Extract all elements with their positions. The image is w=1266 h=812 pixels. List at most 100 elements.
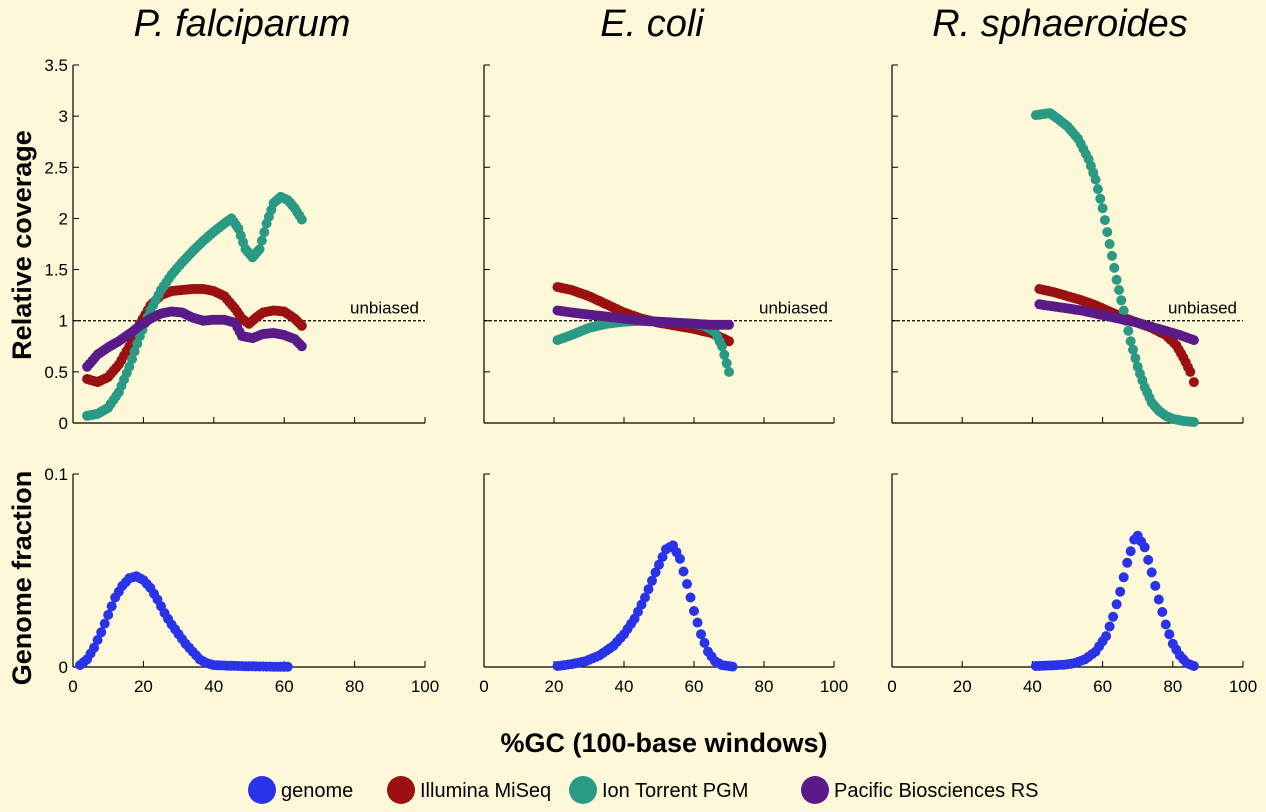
p-falciparum-genome-point bbox=[92, 635, 103, 645]
legend-label-genome: genome bbox=[281, 780, 353, 802]
unbiased-label-r-sphaeroides: unbiased bbox=[1168, 299, 1237, 318]
x-tick-label: 0 bbox=[887, 677, 896, 696]
r-sphaeroides-genome-point bbox=[1188, 661, 1199, 671]
x-tick-label: 0 bbox=[479, 677, 488, 696]
r-sphaeroides-ion_torrent-point bbox=[1118, 305, 1129, 316]
unbiased-label-p-falciparum: unbiased bbox=[350, 299, 419, 318]
e-coli-ion_torrent-point bbox=[717, 341, 727, 352]
legend-label-illumina: Illumina MiSeq bbox=[420, 780, 551, 802]
p-falciparum-ion_torrent-point bbox=[124, 361, 135, 372]
r-sphaeroides-genome-point bbox=[1160, 619, 1171, 630]
r-sphaeroides-ion_torrent-point bbox=[1092, 184, 1103, 195]
p-falciparum-genome-point bbox=[106, 601, 117, 612]
e-coli-genome-point bbox=[657, 552, 668, 562]
r-sphaeroides-genome-point bbox=[1157, 607, 1168, 617]
r-sphaeroides-ion_torrent-point bbox=[1111, 274, 1122, 285]
p-falciparum-ion_torrent-point bbox=[254, 244, 265, 255]
x-tick-label: 40 bbox=[204, 677, 223, 696]
legend-marker-ion-torrent bbox=[569, 776, 597, 804]
e-coli-illumina-point bbox=[724, 336, 734, 347]
coverage-y-tick-label: 1.5 bbox=[44, 261, 68, 280]
unbiased-label-e-coli: unbiased bbox=[759, 299, 828, 318]
x-tick-label: 0 bbox=[68, 677, 77, 696]
x-tick-label: 80 bbox=[755, 677, 774, 696]
coverage-y-tick-label: 3 bbox=[59, 107, 68, 126]
e-coli-genome-point bbox=[692, 617, 703, 628]
e-coli-pacbio-point bbox=[724, 319, 734, 330]
coverage-y-tick-label: 0.5 bbox=[44, 363, 68, 382]
x-tick-label: 100 bbox=[411, 677, 439, 696]
x-tick-label: 100 bbox=[1229, 677, 1257, 696]
e-coli-ion_torrent-point bbox=[719, 349, 730, 360]
legend-marker-genome bbox=[248, 776, 276, 804]
r-sphaeroides-ion_torrent-point bbox=[1114, 285, 1124, 295]
x-tick-label: 20 bbox=[953, 677, 972, 696]
coverage-y-tick-label: 3.5 bbox=[44, 56, 68, 75]
panel-title-r-sphaeroides: R. sphaeroides bbox=[932, 3, 1188, 45]
axes-layer: 0 0.5 1 1.5 2 2.5 3 3.5 unbiased 0 0.1 0 20 40 60 80 100… bbox=[44, 56, 1257, 696]
r-sphaeroides-genome-point bbox=[1101, 631, 1112, 642]
e-coli-genome-point bbox=[689, 606, 699, 616]
r-sphaeroides-ion_torrent-point bbox=[1099, 215, 1110, 226]
e-coli-ion_torrent-point bbox=[724, 366, 734, 377]
e-coli-genome-point bbox=[678, 566, 689, 577]
legend: genome Illumina MiSeq Ion Torrent PGM Pacif… bbox=[248, 776, 1039, 804]
ylabel-genome-fraction: Genome fraction bbox=[7, 471, 37, 686]
e-coli-genome-point bbox=[727, 661, 738, 672]
r-sphaeroides-pacbio-point bbox=[1188, 335, 1199, 346]
e-coli-genome-point bbox=[640, 592, 650, 603]
r-sphaeroides-ion_torrent-point bbox=[1090, 174, 1101, 185]
p-falciparum-ion_torrent-point bbox=[296, 214, 307, 225]
p-falciparum-pacbio-point bbox=[296, 341, 307, 352]
r-sphaeroides-genome-point bbox=[1118, 572, 1129, 583]
r-sphaeroides-genome-point bbox=[1122, 557, 1133, 568]
r-sphaeroides-genome-point bbox=[1150, 580, 1161, 591]
x-tick-label: 80 bbox=[345, 677, 364, 696]
x-tick-label: 60 bbox=[685, 677, 704, 696]
p-falciparum-ion_torrent-point bbox=[132, 338, 143, 349]
r-sphaeroides-genome-point bbox=[1143, 554, 1154, 565]
legend-label-pacbio: Pacific Biosciences RS bbox=[834, 780, 1039, 802]
r-sphaeroides-ion_torrent-point bbox=[1097, 203, 1108, 214]
x-tick-label: 60 bbox=[1093, 677, 1112, 696]
r-sphaeroides-ion_torrent-point bbox=[1102, 227, 1113, 238]
x-tick-label: 20 bbox=[134, 677, 153, 696]
x-tick-label: 80 bbox=[1163, 677, 1182, 696]
marks-layer bbox=[75, 108, 1199, 672]
r-sphaeroides-illumina-point bbox=[1185, 366, 1196, 377]
e-coli-genome-point bbox=[643, 584, 654, 595]
e-coli-genome-point bbox=[654, 559, 664, 570]
e-coli-genome-point bbox=[682, 579, 692, 589]
legend-marker-pacbio bbox=[801, 776, 829, 804]
r-sphaeroides-ion_torrent-point bbox=[1125, 336, 1136, 347]
p-falciparum-genome-point bbox=[96, 627, 107, 638]
e-coli-genome-point bbox=[650, 567, 661, 578]
p-falciparum-ion_torrent-point bbox=[127, 354, 137, 365]
r-sphaeroides-genome-point bbox=[1146, 567, 1157, 578]
r-sphaeroides-genome-point bbox=[1164, 629, 1175, 640]
r-sphaeroides-ion_torrent-point bbox=[1095, 193, 1106, 204]
r-sphaeroides-ion_torrent-point bbox=[1123, 325, 1134, 336]
ylabel-relative-coverage: Relative coverage bbox=[7, 130, 37, 360]
x-tick-label: 20 bbox=[545, 677, 564, 696]
xlabel-gc-windows: %GC (100-base windows) bbox=[500, 728, 827, 758]
r-sphaeroides-ion_torrent-point bbox=[1109, 262, 1120, 273]
legend-marker-illumina bbox=[387, 776, 415, 804]
coverage-y-tick-label: 0 bbox=[59, 414, 68, 433]
r-sphaeroides-ion_torrent-point bbox=[1116, 295, 1127, 306]
x-tick-label: 60 bbox=[275, 677, 294, 696]
panel-title-p-falciparum: P. falciparum bbox=[134, 3, 351, 45]
p-falciparum-genome-point bbox=[99, 618, 110, 629]
r-sphaeroides-ion_torrent-point bbox=[1128, 344, 1138, 355]
r-sphaeroides-genome-point bbox=[1125, 546, 1136, 557]
r-sphaeroides-ion_torrent-point bbox=[1104, 239, 1115, 249]
x-tick-label: 40 bbox=[1023, 677, 1042, 696]
p-falciparum-genome-point bbox=[103, 609, 114, 620]
e-coli-genome-point bbox=[685, 592, 696, 603]
coverage-y-tick-label: 2 bbox=[59, 209, 68, 228]
r-sphaeroides-genome-point bbox=[1139, 542, 1150, 553]
r-sphaeroides-genome-point bbox=[1104, 621, 1115, 632]
p-falciparum-ion_torrent-point bbox=[129, 346, 140, 357]
